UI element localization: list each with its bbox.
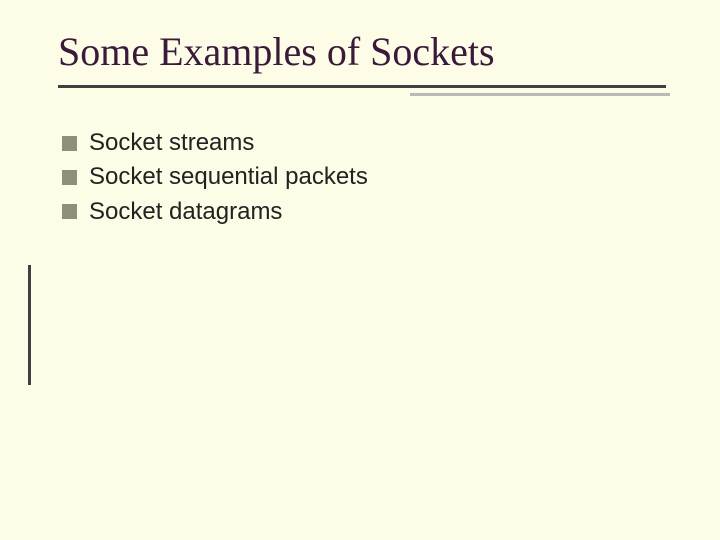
underline-short — [410, 93, 670, 96]
list-item-label: Socket datagrams — [89, 196, 282, 228]
list-item: Socket datagrams — [62, 196, 670, 228]
list-item-label: Socket sequential packets — [89, 161, 368, 193]
title-underline — [58, 85, 670, 99]
slide: Some Examples of Sockets Socket streams … — [0, 0, 720, 540]
square-bullet-icon — [62, 204, 77, 219]
bullet-list: Socket streams Socket sequential packets… — [58, 127, 670, 228]
list-item: Socket sequential packets — [62, 161, 670, 193]
slide-title: Some Examples of Sockets — [58, 28, 670, 75]
square-bullet-icon — [62, 136, 77, 151]
list-item: Socket streams — [62, 127, 670, 159]
square-bullet-icon — [62, 170, 77, 185]
side-accent-bar — [28, 265, 31, 385]
underline-long — [58, 85, 666, 88]
list-item-label: Socket streams — [89, 127, 254, 159]
